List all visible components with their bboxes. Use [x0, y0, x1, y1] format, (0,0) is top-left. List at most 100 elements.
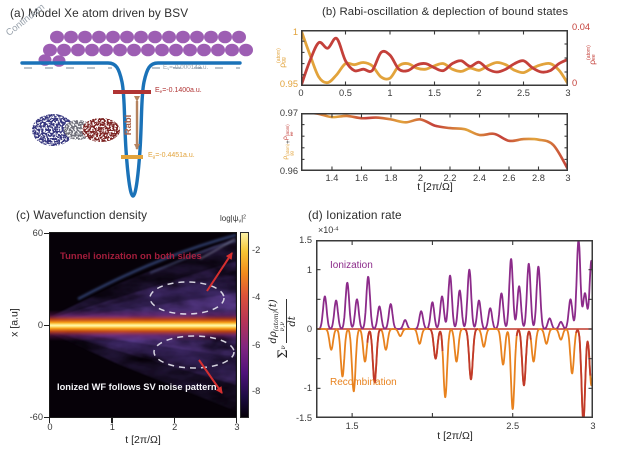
b-bot-xtick-label: 2.2	[443, 173, 457, 183]
b-top-right-axis-label: ρ (atom) ee	[585, 45, 597, 65]
axes-box	[301, 113, 568, 171]
atom-potential-diagram	[20, 30, 253, 198]
b-top-xtick-label: 2.5	[517, 88, 530, 98]
c-xtick	[49, 418, 51, 423]
d-ytick-label: 1.5	[299, 235, 312, 245]
b-bot-xtick-label: 2.8	[532, 173, 545, 183]
tunnel-ionization-annotation: Tunnel ionization on both sides	[60, 251, 202, 262]
axes-box	[301, 30, 568, 86]
ground-energy-label: Eg=-0.4451a.u.	[148, 152, 195, 160]
c-yaxis-label: x [a.u]	[8, 308, 20, 337]
b-top-ytick-1: 1	[292, 27, 298, 37]
continuum-atom	[169, 43, 183, 57]
colorbar-tick-label: -8	[252, 386, 261, 396]
continuum-atom	[92, 30, 106, 44]
c-ytick	[44, 417, 49, 419]
noise-streak-blue	[77, 233, 236, 301]
continuum-atoms	[38, 30, 253, 67]
b-bot-xtick-label: 3	[565, 173, 571, 183]
c-xtick	[236, 418, 238, 423]
recombination-curve-red-segment	[428, 328, 444, 360]
b-top-ytick-004: 0.04	[572, 22, 591, 32]
recombination-curve-red-segment	[463, 328, 478, 381]
total-population-curve	[301, 113, 568, 171]
continuum-atom	[239, 43, 253, 57]
bound-state-band	[50, 310, 236, 341]
continuum-atom	[232, 30, 246, 44]
b-bot-xtick-label: 1.8	[384, 173, 398, 183]
recombination-curve-red-segment	[366, 328, 383, 384]
b-top-xtick-label: 2	[476, 88, 482, 98]
colorbar-tick-label: -6	[252, 340, 261, 350]
d-ytick-label: -1.5	[295, 413, 312, 423]
d-scale-label: ×10-4	[318, 225, 339, 235]
c-ytick-label: 0	[37, 320, 43, 330]
continuum-atom	[190, 30, 204, 44]
colorbar-label: log|ψν|2	[220, 214, 247, 225]
ionization-curve	[316, 240, 593, 330]
c-ytick-label: 60	[32, 228, 43, 238]
b-bot-xtick-label: 2.6	[502, 173, 516, 183]
c-xtick-label: 2	[172, 422, 178, 432]
b-top-xtick-label: 0	[298, 88, 304, 98]
total-population-plot	[301, 113, 568, 171]
ionization-legend-label: Ionization	[330, 260, 373, 271]
continuum-atom	[71, 43, 85, 57]
recombination-curve	[316, 328, 593, 418]
ionization-rate-plot	[316, 240, 593, 418]
recombination-legend-label: Recombination	[330, 377, 397, 388]
rabi-label: Rabi	[122, 114, 134, 136]
d-xaxis-label: t [2π/Ω]	[437, 430, 473, 442]
continuum-atom	[211, 43, 225, 57]
dashed-contour-lower	[153, 335, 235, 369]
d-xtick-label: 3	[590, 421, 596, 431]
ionization-arrow-down	[198, 359, 223, 394]
d-ytick-label: 1	[306, 264, 312, 275]
b-bot-xtick-label: 2	[417, 173, 424, 183]
b-top-xtick-label: 1	[387, 88, 393, 98]
continuum-atom	[120, 30, 134, 44]
ionization-arrow-up	[206, 252, 233, 292]
continuum-atom	[183, 43, 197, 57]
continuum-atom	[204, 30, 218, 44]
c-xtick	[111, 418, 113, 423]
rabi-oscillation-plot	[301, 30, 568, 86]
panel-d-title: (d) Ionization rate	[308, 208, 402, 222]
wavefunction-heatmap: Tunnel ionization on both sides Ionized …	[49, 232, 237, 418]
continuum-atom	[155, 43, 169, 57]
continuum-atom	[64, 30, 78, 44]
continuum-atom	[52, 55, 66, 67]
colorbar	[240, 232, 249, 418]
continuum-atom	[113, 43, 127, 57]
dashed-contour-upper	[149, 281, 225, 315]
b-bot-ytick-097: 0.97	[279, 108, 298, 118]
b-top-ytick-095: 0.95	[279, 79, 298, 89]
c-ytick	[44, 325, 49, 327]
continuum-atom	[127, 43, 141, 57]
continuum-atom	[148, 30, 162, 44]
continuum-atom	[218, 30, 232, 44]
panel-a-title: (a) Model Xe atom driven by BSV	[10, 6, 189, 20]
continuum-atom	[78, 30, 92, 44]
bsv-speckle-cloud	[32, 114, 120, 146]
colorbar-tick-label: -2	[252, 245, 261, 255]
c-xtick-label: 1	[109, 422, 115, 432]
continuum-atom	[176, 30, 190, 44]
rho-gg-curve	[301, 30, 568, 86]
continuum-atom	[99, 43, 113, 57]
continuum-atom	[50, 30, 64, 44]
b-top-ytick-0: 0	[572, 78, 578, 88]
continuum-atom	[197, 43, 211, 57]
recombination-curve-red-segment	[515, 329, 532, 387]
b-top-xtick-label: 0.5	[339, 88, 352, 98]
b-bottom-axis-label: ρ (atom) gg + ρ (atom) ee	[282, 124, 294, 160]
d-ytick-label: 0	[306, 324, 312, 334]
continuum-atom	[141, 43, 155, 57]
colorbar-tick-label: -4	[252, 292, 261, 302]
continuum-atom	[43, 43, 57, 57]
c-xtick-label: 3	[234, 422, 240, 432]
potential-well-curve	[20, 61, 242, 198]
b-bot-xtick-label: 1.4	[325, 173, 339, 183]
